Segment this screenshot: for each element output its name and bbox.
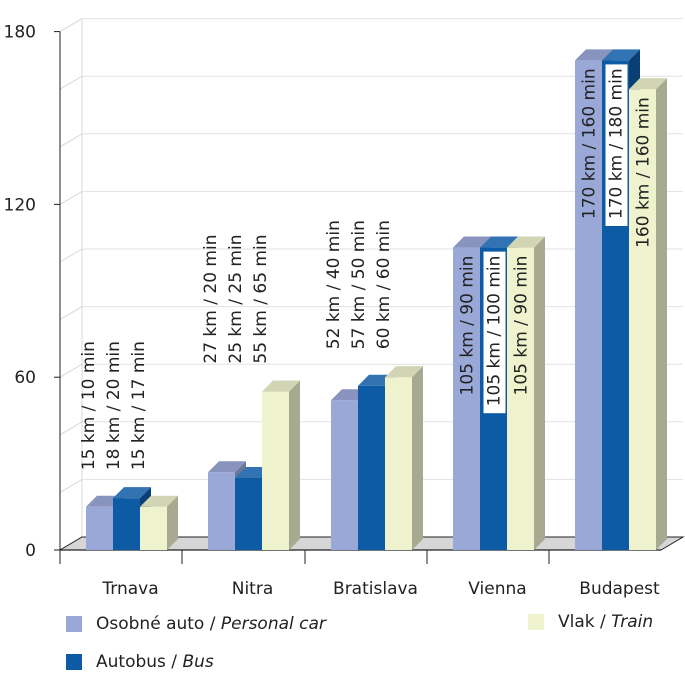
- bar: [208, 472, 235, 550]
- bar-side: [289, 380, 300, 550]
- bar: [331, 400, 358, 550]
- bar: [575, 60, 602, 551]
- bar-top: [113, 487, 151, 499]
- y-tick-label: 180: [4, 23, 36, 43]
- bar-top: [262, 380, 300, 392]
- bar: [235, 478, 262, 550]
- data-label: 57 km / 50 min: [349, 220, 369, 349]
- bar-top: [629, 78, 667, 90]
- bar-side: [167, 495, 178, 550]
- data-label-bg: [605, 64, 628, 227]
- bar: [86, 506, 113, 550]
- data-label: 105 km / 90 min: [458, 256, 478, 396]
- gridline-slant: [59, 363, 83, 378]
- bar: [453, 247, 480, 550]
- bar-top: [208, 461, 246, 473]
- gridline-slant: [59, 75, 83, 90]
- bar-top: [480, 236, 518, 248]
- bar: [113, 498, 140, 550]
- data-label: 55 km / 65 min: [251, 235, 271, 364]
- x-tick-label: Trnava: [101, 579, 158, 599]
- bar-side: [412, 366, 423, 550]
- data-label: 60 km / 60 min: [374, 220, 394, 349]
- bar: [262, 391, 289, 550]
- bar-top: [140, 495, 178, 507]
- data-label: 160 km / 160 min: [634, 97, 654, 248]
- gridline-slant: [59, 478, 83, 493]
- gridline-slant: [59, 190, 83, 205]
- bar-top: [453, 236, 491, 248]
- data-label: 25 km / 25 min: [226, 235, 246, 364]
- bar-side: [656, 78, 667, 551]
- gridline-slant: [59, 18, 83, 33]
- data-label: 105 km / 90 min: [512, 256, 532, 396]
- data-label: 170 km / 180 min: [607, 68, 627, 219]
- data-label: 15 km / 10 min: [79, 341, 99, 470]
- data-label: 15 km / 17 min: [129, 341, 149, 470]
- gridline-slant: [59, 306, 83, 321]
- bar-top: [507, 236, 545, 248]
- bar-top: [602, 49, 640, 61]
- data-label: 52 km / 40 min: [324, 220, 344, 349]
- gridline-slant: [59, 248, 83, 263]
- bar: [507, 247, 534, 550]
- data-label-bg: [483, 251, 506, 414]
- data-label: 105 km / 100 min: [485, 256, 505, 407]
- data-label: 27 km / 20 min: [201, 235, 221, 364]
- bar: [629, 89, 656, 550]
- y-tick-label: 60: [14, 368, 36, 388]
- y-tick-label: 120: [4, 195, 36, 215]
- data-label: 18 km / 20 min: [104, 341, 124, 470]
- x-tick-label: Vienna: [468, 579, 526, 599]
- bar-top: [385, 366, 423, 378]
- y-tick-label: 0: [25, 541, 36, 561]
- bar: [358, 385, 385, 550]
- x-tick-label: Budapest: [579, 579, 660, 599]
- data-label: 170 km / 160 min: [580, 68, 600, 219]
- x-tick-label: Bratislava: [333, 579, 418, 599]
- gridline-slant: [59, 133, 83, 148]
- x-tick-label: Nitra: [232, 579, 274, 599]
- bar: [385, 377, 412, 550]
- bar-side: [534, 236, 545, 551]
- bar-top: [575, 49, 613, 61]
- gridline-slant: [59, 421, 83, 436]
- bar: [140, 506, 167, 550]
